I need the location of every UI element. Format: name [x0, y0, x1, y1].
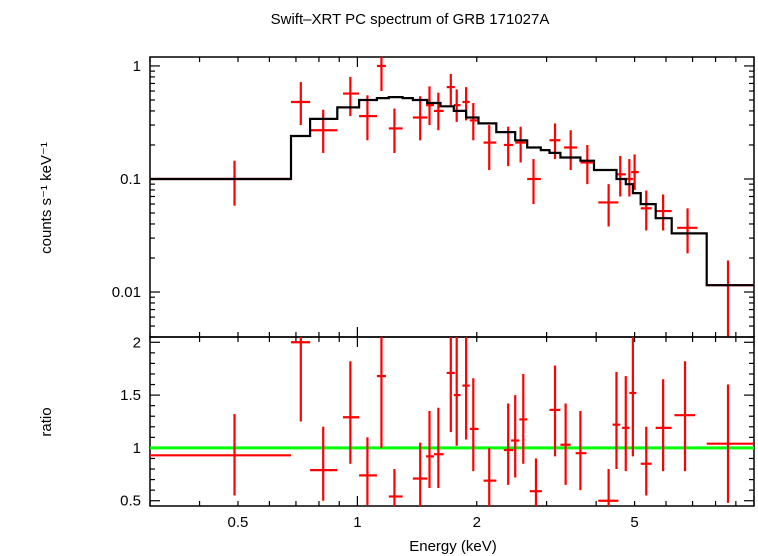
ratio-data-point: [511, 395, 520, 478]
spectrum-data-point: [359, 95, 377, 141]
spectrum-data-point: [426, 86, 434, 126]
x-axis-label: Energy (keV): [409, 538, 497, 555]
ratio-data-point: [453, 337, 461, 446]
spectrum-y-tick-label: 0.01: [112, 284, 141, 301]
spectrum-data-point: [388, 108, 403, 153]
spectrum-data-point: [706, 260, 754, 337]
spectrum-data-point: [503, 126, 514, 167]
ratio-data-point: [433, 407, 444, 489]
ratio-data-point: [469, 378, 479, 472]
spectrum-data-point: [446, 73, 455, 106]
ratio-data-point: [426, 410, 434, 489]
spectrum-data-point: [625, 159, 633, 197]
ratio-data-point: [640, 426, 652, 496]
ratio-data-point: [290, 337, 311, 422]
spectrum-data-point: [310, 109, 338, 153]
spectrum-data-point: [527, 159, 541, 205]
ratio-data-point: [388, 469, 403, 506]
spectrum-data-point: [515, 126, 526, 163]
ratio-x-tick-label: 0.5: [228, 514, 249, 531]
spectrum-data-point: [453, 89, 461, 122]
spectrum-data-point: [150, 160, 291, 206]
ratio-data-point: [343, 361, 360, 464]
spectrum-data-point: [580, 144, 595, 185]
ratio-data-point: [560, 403, 571, 485]
model-step-line: [150, 96, 754, 287]
ratio-data-point: [575, 410, 587, 491]
spectrum-y-tick-label: 0.1: [120, 171, 141, 188]
spectrum-data-point: [483, 125, 497, 171]
y-axis-label-counts: counts s⁻¹ keV⁻¹: [38, 142, 55, 254]
spectrum-data-point: [343, 76, 360, 117]
spectrum-data-point: [631, 154, 639, 190]
y-axis-label-ratio: ratio: [38, 407, 55, 436]
spectrum-panel: 1 0.1 0.01: [112, 56, 755, 338]
ratio-data-point: [598, 469, 619, 506]
spectrum-data-point: [598, 184, 619, 227]
spectrum-data-point: [655, 194, 672, 231]
chart-title: Swift–XRT PC spectrum of GRB 171027A: [271, 11, 550, 28]
spectrum-data-point: [433, 92, 444, 131]
ratio-panel: 0.5 1 1.5 2 0.5 1 2 5: [120, 334, 755, 531]
ratio-data-point: [412, 442, 428, 506]
ratio-data-point: [655, 379, 672, 472]
spectrum-data-point: [376, 57, 386, 92]
ratio-data-point: [529, 458, 542, 506]
ratio-x-tick-label: 2: [473, 514, 481, 531]
ratio-data-point: [622, 376, 630, 472]
ratio-y-tick-label: 1: [133, 440, 141, 457]
ratio-data-point: [462, 337, 470, 440]
ratio-data-point: [549, 365, 561, 457]
spectrum-data-point: [640, 190, 652, 231]
ratio-data-point: [706, 384, 754, 503]
ratio-data-point: [359, 437, 377, 505]
spectrum-data-point: [412, 96, 428, 141]
ratio-frame: [149, 336, 755, 507]
spectrum-data-point: [290, 82, 311, 126]
ratio-x-tick-label: 1: [353, 514, 361, 531]
ratio-x-tick-label: 5: [630, 514, 638, 531]
ratio-data-point: [674, 361, 696, 472]
spectrum-data-point: [469, 103, 479, 141]
spectrum-data-point: [564, 130, 578, 171]
ratio-data-point: [503, 403, 514, 485]
ratio-y-tick-label: 2: [133, 334, 141, 351]
ratio-data-point: [446, 337, 455, 433]
ratio-data-point: [519, 373, 528, 464]
ratio-y-tick-label: 1.5: [120, 387, 141, 404]
spectrum-data-point: [677, 208, 698, 254]
ratio-data-point: [150, 414, 291, 496]
ratio-data-point: [310, 426, 338, 501]
spectrum-y-tick-label: 1: [133, 58, 141, 75]
ratio-data-point: [376, 337, 386, 448]
ratio-data-point: [483, 447, 497, 506]
ratio-data-point: [612, 371, 621, 470]
ratio-data-point: [629, 337, 637, 457]
spectrum-data-point: [616, 155, 626, 197]
ratio-y-tick-label: 0.5: [120, 493, 141, 510]
